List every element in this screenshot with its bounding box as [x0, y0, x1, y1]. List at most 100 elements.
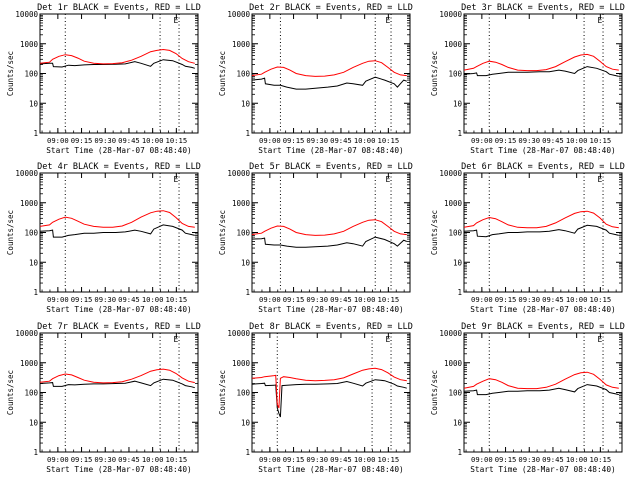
detector-panel: Det 9r BLACK = Events, RED = LLD 1 10 100 10…	[430, 322, 625, 474]
x-tick-label: 10:15	[166, 295, 188, 304]
y-tick-label: 1000	[444, 359, 463, 368]
y-tick-label: 100	[448, 389, 462, 398]
lld-series-line	[39, 368, 195, 384]
x-tick-label: 10:00	[354, 295, 376, 304]
y-axis-label: Counts/sec	[6, 210, 15, 255]
x-tick-label: 09:30	[94, 136, 116, 145]
x-tick-label: 09:15	[71, 136, 93, 145]
x-tick-label: 09:30	[94, 455, 116, 464]
y-tick-label: 10	[241, 418, 251, 427]
x-axis-label: Start Time (28-Mar-07 08:48:40)	[46, 465, 192, 474]
y-tick-label: 10	[453, 258, 463, 267]
x-tick-label: 09:15	[71, 295, 93, 304]
x-tick-label: 09:30	[94, 295, 116, 304]
lld-series-line	[463, 53, 619, 72]
y-tick-label: 10	[29, 258, 39, 267]
panel-title: Det 8r BLACK = Events, RED = LLD	[249, 322, 413, 332]
x-tick-label: 10:00	[142, 136, 164, 145]
y-axis-label: Counts/sec	[218, 210, 227, 255]
lld-series-line	[251, 219, 407, 236]
y-tick-label: 1	[33, 448, 38, 457]
x-tick-label: 10:15	[590, 455, 612, 464]
y-tick-label: 1	[245, 448, 250, 457]
detector-panel: Det 1r BLACK = Events, RED = LLD 1 10 100 10…	[6, 3, 201, 155]
lld-series-line	[463, 210, 619, 229]
y-tick-label: 10	[29, 418, 39, 427]
events-series-line	[39, 59, 195, 69]
y-tick-label: 100	[448, 70, 462, 79]
y-tick-label: 100	[24, 229, 38, 238]
e-marker-label: E	[597, 16, 602, 25]
x-tick-label: 09:45	[542, 295, 564, 304]
lld-series-line	[251, 367, 407, 409]
x-tick-label: 10:00	[566, 295, 588, 304]
x-axis-label: Start Time (28-Mar-07 08:48:40)	[46, 146, 192, 155]
x-tick-label: 10:15	[378, 295, 400, 304]
x-tick-label: 10:00	[142, 295, 164, 304]
x-tick-label: 09:00	[471, 455, 493, 464]
x-tick-label: 09:00	[259, 295, 281, 304]
y-tick-label: 100	[236, 229, 250, 238]
x-tick-label: 09:30	[306, 136, 328, 145]
x-axis-label: Start Time (28-Mar-07 08:48:40)	[470, 146, 616, 155]
x-tick-label: 10:15	[590, 136, 612, 145]
y-tick-label: 10000	[439, 329, 462, 338]
panel-title: Det 5r BLACK = Events, RED = LLD	[249, 162, 413, 172]
x-tick-label: 10:00	[354, 455, 376, 464]
e-marker-label: E	[385, 175, 390, 184]
panel-title: Det 4r BLACK = Events, RED = LLD	[37, 162, 201, 172]
plot-frame	[39, 13, 199, 134]
e-marker-label: E	[385, 335, 390, 344]
detector-panel: Det 7r BLACK = Events, RED = LLD 1 10 100 10…	[6, 322, 201, 474]
y-tick-label: 100	[24, 389, 38, 398]
e-marker-label: E	[385, 16, 390, 25]
x-tick-label: 10:00	[354, 136, 376, 145]
events-series-line	[39, 224, 195, 238]
events-series-line	[251, 76, 407, 90]
x-tick-label: 09:45	[118, 295, 140, 304]
x-axis-label: Start Time (28-Mar-07 08:48:40)	[258, 305, 404, 314]
y-tick-label: 1	[33, 129, 38, 138]
x-tick-label: 10:00	[566, 136, 588, 145]
x-tick-label: 09:45	[118, 455, 140, 464]
plot-frame	[251, 13, 411, 134]
y-tick-label: 1000	[20, 359, 39, 368]
y-tick-label: 10	[241, 99, 251, 108]
x-axis-label: Start Time (28-Mar-07 08:48:40)	[258, 146, 404, 155]
detector-panel: Det 4r BLACK = Events, RED = LLD 1 10 100 10…	[6, 162, 201, 314]
detector-panel: Det 8r BLACK = Events, RED = LLD 1 10 100 10…	[218, 322, 413, 474]
x-tick-label: 09:30	[518, 455, 540, 464]
e-marker-label: E	[597, 335, 602, 344]
y-tick-label: 1000	[20, 40, 39, 49]
y-tick-label: 1000	[232, 199, 251, 208]
y-axis-label: Counts/sec	[218, 370, 227, 415]
x-tick-label: 10:15	[590, 295, 612, 304]
plot-frame	[463, 332, 623, 453]
x-tick-label: 09:15	[495, 455, 517, 464]
plot-frame	[463, 172, 623, 293]
e-marker-label: E	[173, 335, 178, 344]
y-tick-label: 1000	[444, 199, 463, 208]
events-series-line	[463, 66, 619, 77]
y-tick-label: 10000	[227, 329, 250, 338]
x-axis-label: Start Time (28-Mar-07 08:48:40)	[470, 305, 616, 314]
x-tick-label: 09:00	[471, 295, 493, 304]
x-tick-label: 09:45	[118, 136, 140, 145]
y-tick-label: 10000	[227, 169, 250, 178]
e-marker-label: E	[173, 16, 178, 25]
y-tick-label: 10000	[15, 10, 38, 19]
detector-panel: Det 5r BLACK = Events, RED = LLD 1 10 100 10…	[218, 162, 413, 314]
x-tick-label: 10:00	[142, 455, 164, 464]
x-axis-label: Start Time (28-Mar-07 08:48:40)	[470, 465, 616, 474]
e-marker-label: E	[173, 175, 178, 184]
lld-series-line	[39, 48, 195, 65]
y-axis-label: Counts/sec	[6, 370, 15, 415]
x-tick-label: 09:15	[495, 295, 517, 304]
y-tick-label: 1000	[232, 359, 251, 368]
panel-title: Det 6r BLACK = Events, RED = LLD	[461, 162, 625, 172]
y-tick-label: 10	[453, 99, 463, 108]
y-axis-label: Counts/sec	[218, 51, 227, 96]
plot-frame	[251, 172, 411, 293]
x-tick-label: 09:00	[47, 136, 69, 145]
